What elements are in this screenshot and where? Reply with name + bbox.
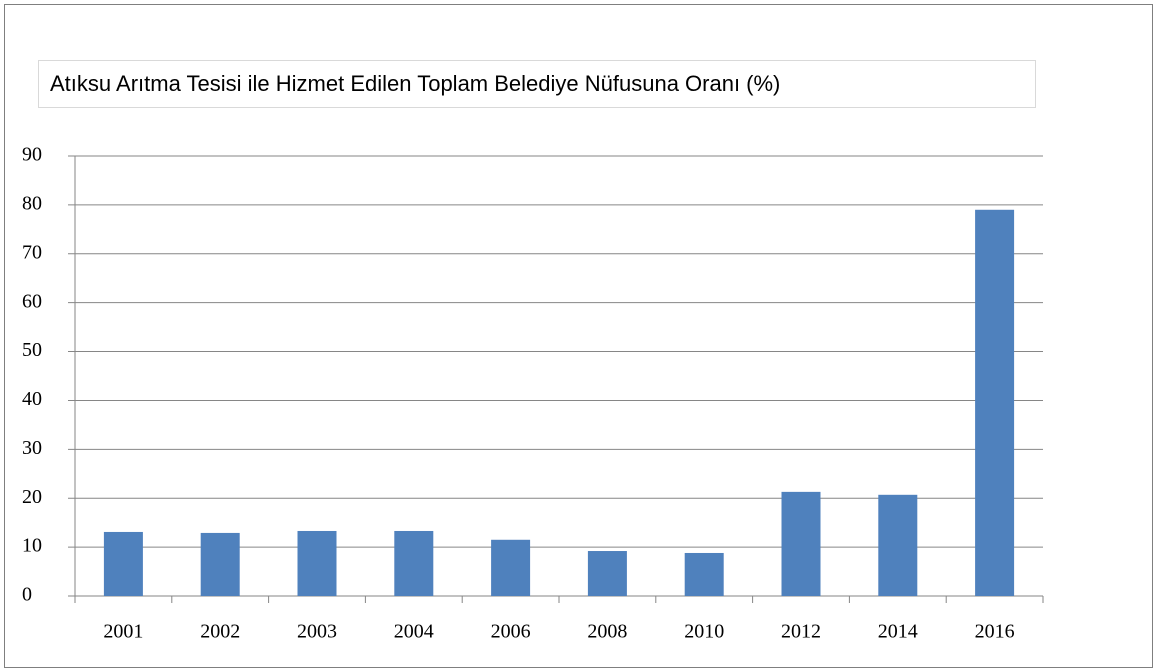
bar xyxy=(975,209,1015,596)
x-tick-label: 2008 xyxy=(587,621,627,643)
y-tick-label: 80 xyxy=(22,192,42,214)
y-tick-label: 50 xyxy=(22,339,42,361)
y-tick-label: 10 xyxy=(22,535,42,557)
bar xyxy=(491,539,531,596)
chart-border xyxy=(4,4,1153,668)
y-tick-label: 60 xyxy=(22,290,42,312)
x-tick-label: 2003 xyxy=(297,621,337,643)
x-tick-label: 2001 xyxy=(103,621,143,643)
y-tick-label: 90 xyxy=(22,144,42,166)
y-tick-label: 20 xyxy=(22,486,42,508)
x-tick-label: 2016 xyxy=(975,621,1015,643)
bar xyxy=(103,531,143,596)
bar xyxy=(587,551,627,596)
y-tick-label: 70 xyxy=(22,241,42,263)
x-tick-label: 2012 xyxy=(781,621,821,643)
bar xyxy=(394,530,434,596)
y-tick-label: 40 xyxy=(22,388,42,410)
y-tick-label: 0 xyxy=(22,584,32,606)
bar xyxy=(297,530,337,596)
y-tick-label: 30 xyxy=(22,437,42,459)
x-tick-label: 2014 xyxy=(878,621,918,643)
bar xyxy=(200,532,240,596)
bar xyxy=(878,494,918,596)
x-tick-label: 2002 xyxy=(200,621,240,643)
bar xyxy=(781,491,821,596)
chart-title: Atıksu Arıtma Tesisi ile Hizmet Edilen T… xyxy=(50,71,780,96)
x-tick-label: 2010 xyxy=(684,621,724,643)
bar xyxy=(684,552,724,596)
x-tick-label: 2004 xyxy=(394,621,434,643)
x-tick-label: 2006 xyxy=(491,621,531,643)
title-box xyxy=(38,60,1036,108)
